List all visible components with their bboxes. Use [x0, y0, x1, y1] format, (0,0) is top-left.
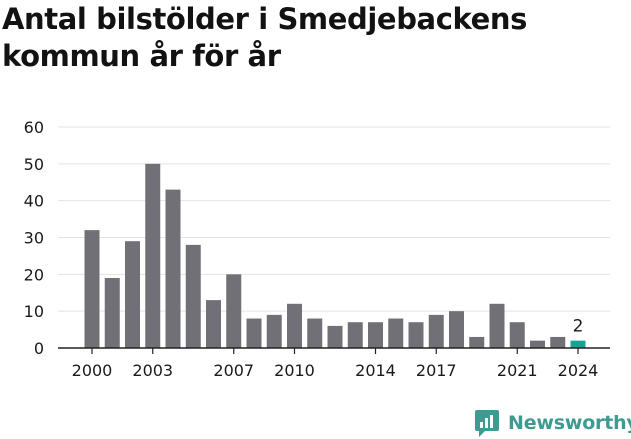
y-tick-label: 30: [24, 229, 44, 248]
x-tick-label: 2003: [132, 361, 173, 380]
x-tick-label: 2021: [497, 361, 538, 380]
bar: [104, 278, 120, 348]
bar: [530, 340, 545, 348]
x-tick-label: 2010: [274, 361, 315, 380]
bar: [84, 230, 100, 348]
bar: [206, 300, 221, 348]
y-tick-label: 20: [24, 265, 44, 284]
x-axis-ticks: 2000 2003 2007 2010 2014 2017 2021 2024: [58, 347, 610, 380]
x-tick-label: 2017: [416, 361, 457, 380]
chart-title: Antal bilstölder i Smedjebackens kommun …: [2, 2, 527, 73]
bar: [307, 318, 323, 348]
x-tick-label: 2007: [213, 361, 254, 380]
bar: [347, 322, 363, 348]
brand-logo: Newsworthy: [474, 407, 631, 439]
bar: [368, 322, 383, 348]
x-tick-label: 2014: [355, 361, 396, 380]
bar: [449, 311, 464, 348]
bar: [165, 189, 181, 348]
x-tick-label: 2000: [72, 361, 113, 380]
x-tick-label: 2024: [558, 361, 599, 380]
gridlines: [58, 126, 610, 312]
newsworthy-logo-icon: [475, 410, 499, 437]
bar: [570, 340, 586, 348]
brand-name: Newsworthy: [508, 412, 631, 434]
bar: [327, 325, 343, 348]
data-labels: 2: [573, 317, 584, 337]
bar: [185, 244, 201, 348]
bar: [408, 322, 424, 348]
bar: [489, 303, 505, 348]
y-tick-label: 50: [24, 155, 44, 174]
bar: [125, 241, 140, 348]
bar: [226, 274, 242, 348]
bar: [428, 314, 444, 348]
bar: [388, 318, 404, 348]
bar: [145, 163, 161, 348]
bar: [469, 336, 485, 348]
bar: [266, 314, 282, 348]
bar: [287, 303, 302, 348]
y-tick-label: 60: [24, 118, 44, 137]
bar: [550, 336, 566, 348]
y-tick-label: 40: [24, 192, 44, 211]
bar: [246, 318, 262, 348]
y-tick-label: 10: [24, 302, 44, 321]
y-axis-ticks: 0 10 20 30 40 50 60: [24, 118, 44, 358]
y-tick-label: 0: [34, 339, 44, 358]
data-label: 2: [573, 317, 584, 337]
bar: [509, 322, 525, 348]
bars: [84, 163, 586, 348]
